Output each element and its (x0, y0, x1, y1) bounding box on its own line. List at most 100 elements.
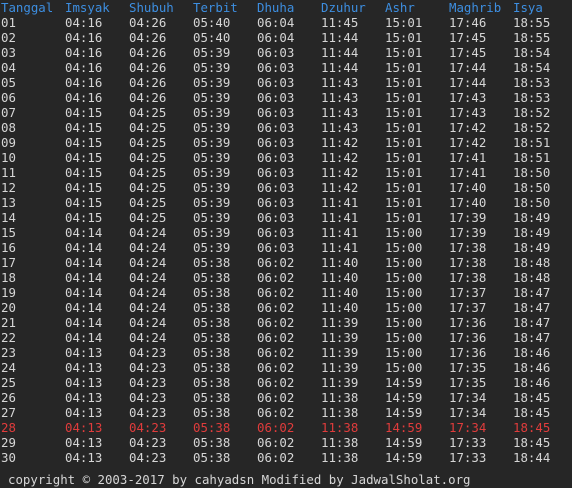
cell-ashr: 15:01 (385, 60, 423, 75)
cell-dhuha: 06:03 (257, 210, 295, 225)
cell-dhuha: 06:02 (257, 360, 295, 375)
cell-dhuha: 06:03 (257, 45, 295, 60)
cell-imsyak: 04:15 (65, 210, 103, 225)
cell-dzuhur: 11:40 (321, 300, 359, 315)
cell-terbit: 05:38 (193, 255, 231, 270)
table-row: 10 04:15 04:25 05:39 06:03 11:42 15:01 17:41 18:… (0, 150, 572, 165)
cell-shubuh: 04:26 (129, 45, 167, 60)
cell-dzuhur: 11:42 (321, 180, 359, 195)
table-row: 30 04:13 04:23 05:38 06:02 11:38 14:59 17:33 18:… (0, 450, 572, 465)
table-row-highlighted: 28 04:13 04:23 05:38 06:02 11:38 14:59 17:34 18:… (0, 420, 572, 435)
cell-isya: 18:47 (513, 300, 551, 315)
cell-dzuhur: 11:39 (321, 345, 359, 360)
cell-maghrib: 17:36 (449, 345, 487, 360)
cell-tanggal: 22 (1, 330, 16, 345)
cell-ashr: 14:59 (385, 405, 423, 420)
cell-dzuhur: 11:38 (321, 420, 359, 435)
cell-dzuhur: 11:38 (321, 405, 359, 420)
table-row: 18 04:14 04:24 05:38 06:02 11:40 15:00 17:38 18:… (0, 270, 572, 285)
cell-dhuha: 06:03 (257, 135, 295, 150)
cell-maghrib: 17:39 (449, 210, 487, 225)
cell-imsyak: 04:16 (65, 75, 103, 90)
table-row: 25 04:13 04:23 05:38 06:02 11:39 14:59 17:35 18:… (0, 375, 572, 390)
cell-terbit: 05:39 (193, 120, 231, 135)
cell-terbit: 05:38 (193, 345, 231, 360)
table-row: 13 04:15 04:25 05:39 06:03 11:41 15:01 17:40 18:… (0, 195, 572, 210)
cell-isya: 18:45 (513, 405, 551, 420)
cell-terbit: 05:39 (193, 225, 231, 240)
cell-shubuh: 04:26 (129, 15, 167, 30)
cell-maghrib: 17:41 (449, 165, 487, 180)
cell-ashr: 14:59 (385, 390, 423, 405)
cell-shubuh: 04:25 (129, 210, 167, 225)
cell-dzuhur: 11:43 (321, 105, 359, 120)
header-ashr: Ashr (385, 0, 415, 15)
cell-dhuha: 06:03 (257, 75, 295, 90)
cell-ashr: 14:59 (385, 450, 423, 465)
cell-dzuhur: 11:45 (321, 15, 359, 30)
cell-dzuhur: 11:41 (321, 195, 359, 210)
cell-tanggal: 10 (1, 150, 16, 165)
cell-dhuha: 06:03 (257, 195, 295, 210)
header-maghrib: Maghrib (449, 0, 502, 15)
cell-tanggal: 27 (1, 405, 16, 420)
cell-imsyak: 04:14 (65, 315, 103, 330)
cell-shubuh: 04:25 (129, 105, 167, 120)
cell-maghrib: 17:39 (449, 225, 487, 240)
cell-imsyak: 04:16 (65, 45, 103, 60)
table-row: 11 04:15 04:25 05:39 06:03 11:42 15:01 17:41 18:… (0, 165, 572, 180)
cell-terbit: 05:38 (193, 270, 231, 285)
cell-tanggal: 23 (1, 345, 16, 360)
table-row: 16 04:14 04:24 05:39 06:03 11:41 15:00 17:38 18:… (0, 240, 572, 255)
cell-dzuhur: 11:42 (321, 165, 359, 180)
cell-tanggal: 01 (1, 15, 16, 30)
cell-shubuh: 04:23 (129, 405, 167, 420)
cell-dhuha: 06:04 (257, 30, 295, 45)
table-row: 01 04:16 04:26 05:40 06:04 11:45 15:01 17:46 18:… (0, 15, 572, 30)
table-row: 29 04:13 04:23 05:38 06:02 11:38 14:59 17:33 18:… (0, 435, 572, 450)
cell-dhuha: 06:03 (257, 240, 295, 255)
cell-shubuh: 04:24 (129, 300, 167, 315)
table-row: 12 04:15 04:25 05:39 06:03 11:42 15:01 17:40 18:… (0, 180, 572, 195)
cell-dhuha: 06:02 (257, 435, 295, 450)
cell-isya: 18:48 (513, 270, 551, 285)
cell-terbit: 05:39 (193, 180, 231, 195)
cell-isya: 18:46 (513, 360, 551, 375)
cell-dhuha: 06:02 (257, 420, 295, 435)
cell-dzuhur: 11:41 (321, 210, 359, 225)
table-row: 07 04:15 04:25 05:39 06:03 11:43 15:01 17:43 18:… (0, 105, 572, 120)
cell-tanggal: 17 (1, 255, 16, 270)
cell-ashr: 15:01 (385, 120, 423, 135)
cell-ashr: 15:00 (385, 315, 423, 330)
cell-dhuha: 06:02 (257, 315, 295, 330)
cell-ashr: 15:00 (385, 360, 423, 375)
cell-dhuha: 06:02 (257, 255, 295, 270)
cell-dzuhur: 11:38 (321, 390, 359, 405)
cell-tanggal: 08 (1, 120, 16, 135)
cell-maghrib: 17:40 (449, 180, 487, 195)
cell-terbit: 05:38 (193, 300, 231, 315)
cell-maghrib: 17:42 (449, 120, 487, 135)
cell-isya: 18:53 (513, 75, 551, 90)
cell-shubuh: 04:26 (129, 75, 167, 90)
cell-ashr: 14:59 (385, 375, 423, 390)
cell-ashr: 15:01 (385, 150, 423, 165)
cell-terbit: 05:39 (193, 90, 231, 105)
table-row: 21 04:14 04:24 05:38 06:02 11:39 15:00 17:36 18:… (0, 315, 572, 330)
cell-dzuhur: 11:39 (321, 360, 359, 375)
cell-maghrib: 17:38 (449, 270, 487, 285)
cell-ashr: 15:01 (385, 90, 423, 105)
cell-shubuh: 04:25 (129, 180, 167, 195)
cell-tanggal: 25 (1, 375, 16, 390)
cell-ashr: 15:01 (385, 105, 423, 120)
cell-isya: 18:53 (513, 90, 551, 105)
table-row: 09 04:15 04:25 05:39 06:03 11:42 15:01 17:42 18:… (0, 135, 572, 150)
copyright-footer: copyright © 2003-2017 by cahyadsn Modifi… (8, 472, 471, 487)
cell-ashr: 14:59 (385, 420, 423, 435)
cell-ashr: 15:00 (385, 300, 423, 315)
table-row: 26 04:13 04:23 05:38 06:02 11:38 14:59 17:34 18:… (0, 390, 572, 405)
cell-tanggal: 28 (1, 420, 16, 435)
cell-imsyak: 04:15 (65, 105, 103, 120)
cell-isya: 18:49 (513, 225, 551, 240)
cell-isya: 18:49 (513, 240, 551, 255)
